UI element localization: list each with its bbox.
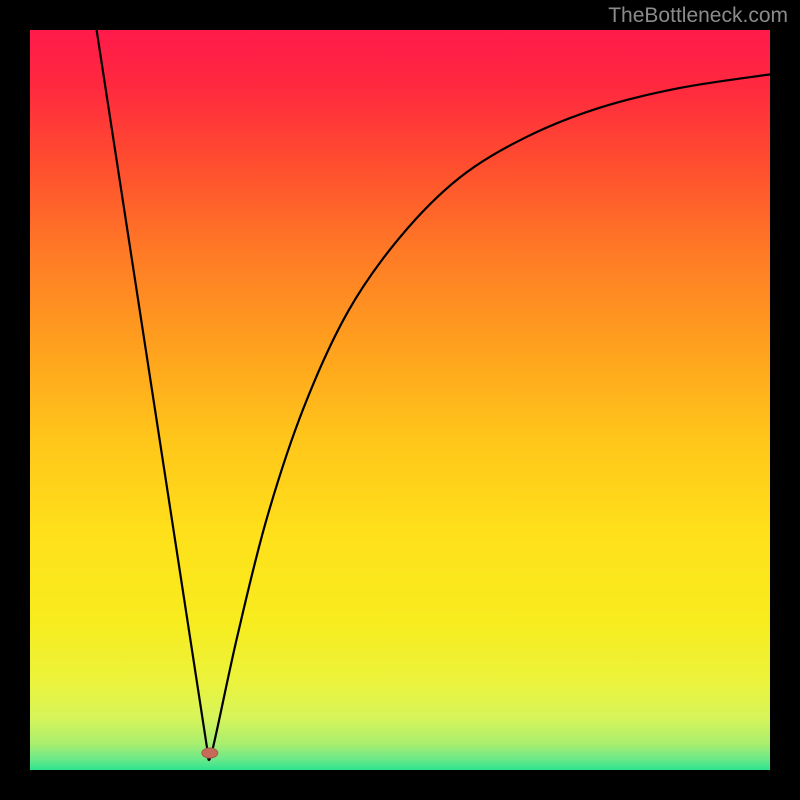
plot-area: [30, 30, 770, 770]
optimum-marker: [202, 748, 218, 758]
gradient-background: [30, 30, 770, 770]
chart-container: TheBottleneck.com: [0, 0, 800, 800]
watermark-text: TheBottleneck.com: [608, 4, 788, 28]
chart-svg: [30, 30, 770, 770]
